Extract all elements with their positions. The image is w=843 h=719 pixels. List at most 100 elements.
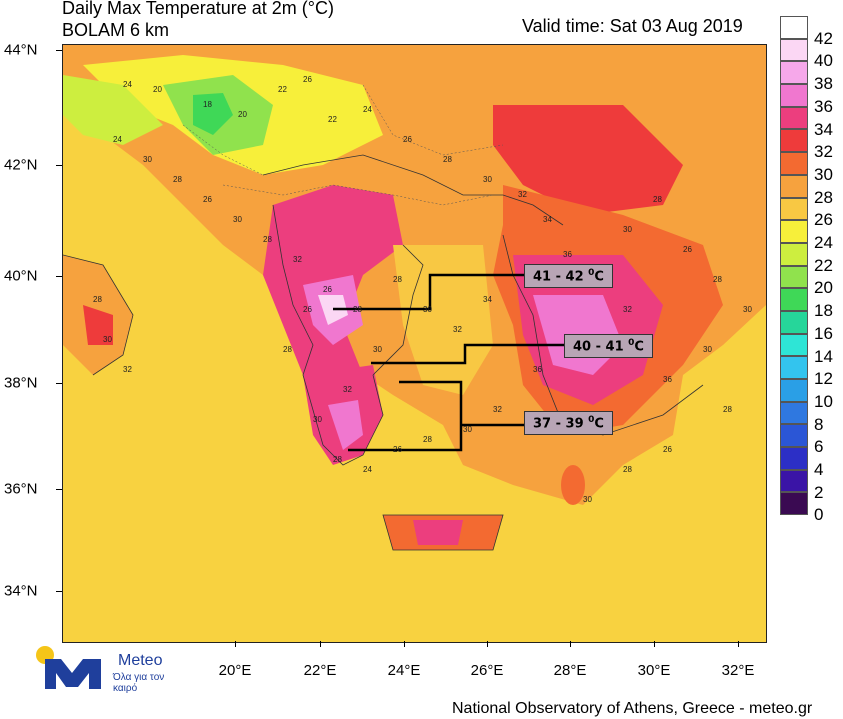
temperature-value: 26 (683, 245, 692, 254)
callout-unit: C (594, 269, 604, 285)
temperature-map: 2420182022262224262830323436383028262830… (62, 44, 767, 643)
temperature-value: 28 (283, 345, 292, 354)
meteo-logo-icon (36, 646, 101, 689)
peloponnese-hotter (328, 400, 363, 450)
temperature-value: 28 (333, 455, 342, 464)
colorbar-label: 0 (814, 505, 824, 525)
temperature-value: 26 (663, 445, 672, 454)
colorbar-swatch (780, 174, 808, 198)
temperature-value: 28 (723, 405, 732, 414)
colorbar-label: 32 (814, 142, 833, 162)
lat-label-38: 38°N (4, 374, 38, 392)
temperature-value: 24 (123, 80, 132, 89)
logo-name: Meteo (118, 652, 163, 669)
lat-tick (56, 276, 62, 277)
colorbar: 42 40 38 36 34 32 30 28 26 24 22 20 18 16 14 12 10 8 6 4 2 0 (780, 16, 833, 524)
temperature-value: 30 (743, 305, 752, 314)
colorbar-label: 10 (814, 391, 833, 411)
callout-text: 41 - 42 (533, 269, 589, 285)
temperature-value: 30 (463, 425, 472, 434)
italy-heel-hot (83, 305, 113, 345)
temperature-value: 30 (313, 415, 322, 424)
temperature-value: 20 (238, 110, 247, 119)
callout-37-39: 37 - 39 0C (524, 411, 613, 436)
colorbar-swatch (780, 152, 808, 175)
lat-label-36: 36°N (4, 480, 38, 498)
lon-tick (570, 641, 571, 647)
callout-unit: C (594, 416, 604, 432)
temperature-value: 26 (403, 135, 412, 144)
valid-time: Valid time: Sat 03 Aug 2019 (522, 16, 743, 36)
colorbar-swatch (780, 242, 808, 266)
temperature-value: 26 (303, 75, 312, 84)
temperature-value: 28 (623, 465, 632, 474)
colorbar-label: 28 (814, 187, 833, 207)
temperature-value: 32 (123, 365, 132, 374)
colorbar-swatch (780, 61, 808, 85)
lon-label-30: 30°E (637, 662, 671, 679)
colorbar-swatch (780, 401, 808, 425)
temperature-value: 30 (623, 225, 632, 234)
temperature-value: 36 (563, 250, 572, 259)
colorbar-swatch (780, 379, 808, 402)
colorbar-swatch (780, 333, 808, 357)
temperature-value: 32 (623, 305, 632, 314)
colorbar-label: 20 (814, 278, 833, 298)
colorbar-swatch (780, 265, 808, 289)
temperature-value: 28 (653, 195, 662, 204)
colorbar-swatch (780, 84, 808, 107)
temperature-value: 34 (543, 215, 552, 224)
logo-tagline: Όλα για τον καιρό (113, 672, 165, 694)
temperature-value: 30 (143, 155, 152, 164)
temperature-value: 28 (423, 435, 432, 444)
temperature-value: 32 (343, 385, 352, 394)
thrace-hot (493, 105, 683, 215)
temperature-value: 28 (443, 155, 452, 164)
colorbar-swatch (780, 310, 808, 334)
temperature-value: 28 (393, 275, 402, 284)
lon-label-26: 26°E (470, 662, 504, 679)
lat-label-44: 44°N (4, 41, 38, 59)
colorbar-swatch (780, 356, 808, 379)
colorbar-label: 4 (814, 460, 824, 479)
temperature-value: 24 (363, 105, 372, 114)
temperature-value: 30 (423, 305, 432, 314)
lat-label-40: 40°N (4, 267, 38, 285)
lon-tick (235, 641, 236, 647)
temperature-value: 22 (278, 85, 287, 94)
colorbar-swatch (780, 106, 808, 130)
temperature-value: 22 (328, 115, 337, 124)
colorbar-label: 18 (814, 301, 833, 321)
colorbar-swatch (780, 197, 808, 221)
temperature-value: 36 (663, 375, 672, 384)
callout-degree: 0 (628, 338, 635, 348)
lat-tick (56, 591, 62, 592)
map-subtitle: BOLAM 6 km (62, 20, 170, 40)
callout-degree: 0 (588, 268, 595, 278)
temperature-value: 28 (353, 305, 362, 314)
callout-unit: C (634, 339, 644, 355)
lon-tick (738, 641, 739, 647)
lon-label-28: 28°E (553, 662, 587, 679)
colorbar-label: 38 (814, 74, 833, 94)
colorbar-label: 24 (814, 233, 833, 252)
temperature-value: 32 (453, 325, 462, 334)
temperature-value: 26 (393, 445, 402, 454)
green-core (193, 93, 233, 135)
temperature-value: 26 (303, 305, 312, 314)
coastlines (63, 154, 704, 551)
colorbar-swatch (780, 129, 808, 153)
meteo-logo (35, 645, 110, 698)
colorbar-swatch (780, 492, 808, 516)
callout-40-41: 40 - 41 0C (564, 334, 653, 359)
colorbar-label: 30 (814, 164, 833, 184)
map-svg (63, 45, 766, 642)
borders (182, 84, 504, 206)
temperature-value: 30 (703, 345, 712, 354)
temperature-value: 26 (323, 285, 332, 294)
colorbar-label: 26 (814, 210, 833, 230)
lon-tick (487, 641, 488, 647)
colorbar-swatch (780, 38, 808, 62)
map-title: Daily Max Temperature at 2m (°C) (62, 0, 334, 18)
colorbar-label: 8 (814, 414, 824, 434)
